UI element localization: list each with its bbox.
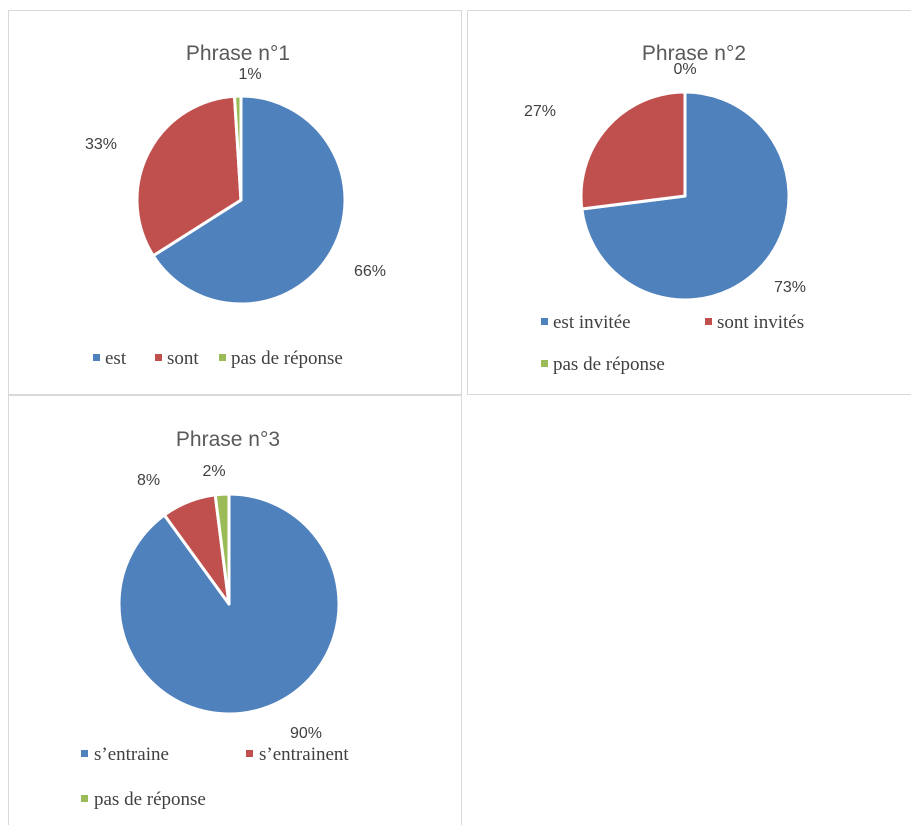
- data-label-sont: 33%: [85, 136, 117, 153]
- legend-label-s-entraine: s’entraine: [94, 744, 169, 765]
- legend-swatch-sont: [155, 354, 162, 361]
- legend-label-sont: sont: [167, 348, 199, 369]
- pie-slice-sont-invites: [579, 90, 687, 211]
- pie-slice-pas-de-reponse: [213, 492, 231, 606]
- legend-swatch-pas-de-reponse: [81, 795, 88, 802]
- legend-label-s-entrainent: s’entrainent: [259, 744, 349, 765]
- chart-panel-1: Phrase n°1 66% 33% 1% est sont pas de ré…: [8, 10, 462, 395]
- pie-slices: [579, 90, 791, 302]
- pie-chart-2: Phrase n°2 73% 27% 0% est invitée sont i…: [524, 42, 806, 375]
- pie-slice-est: [151, 94, 347, 306]
- legend-label-sont-invites: sont invités: [717, 312, 804, 333]
- legend-swatch-pas-de-reponse: [219, 354, 226, 361]
- data-label-pas-de-reponse: 2%: [202, 463, 225, 480]
- data-label-est: 66%: [354, 263, 386, 280]
- chart-panel-2: Phrase n°2 73% 27% 0% est invitée sont i…: [467, 10, 911, 395]
- pie-slice-pas-de-reponse: [232, 94, 243, 202]
- data-label-pas-de-reponse: 0%: [673, 61, 696, 78]
- legend-label-pas-de-reponse: pas de réponse: [231, 348, 343, 369]
- pie-slice-sont: [135, 94, 243, 258]
- legend-label-pas-de-reponse: pas de réponse: [94, 789, 206, 810]
- pie-slices: [117, 492, 341, 716]
- legend-swatch-s-entraine: [81, 750, 88, 757]
- legend-swatch-s-entrainent: [246, 750, 253, 757]
- chart-panel-3: Phrase n°3 90% 8% 2% s’entraine s’entrai…: [8, 395, 462, 825]
- pie-chart-3: Phrase n°3 90% 8% 2% s’entraine s’entrai…: [81, 428, 349, 810]
- chart-title: Phrase n°3: [176, 428, 280, 451]
- legend-label-est: est: [105, 348, 127, 369]
- data-label-est-invitee: 73%: [774, 279, 806, 296]
- legend-label-est-invitee: est invitée: [553, 312, 631, 333]
- pie-chart-1: Phrase n°1 66% 33% 1% est sont pas de ré…: [85, 42, 386, 369]
- legend-swatch-est: [93, 354, 100, 361]
- data-label-s-entraine: 90%: [290, 725, 322, 742]
- data-label-pas-de-reponse: 1%: [238, 66, 261, 83]
- data-label-s-entrainent: 8%: [137, 472, 160, 489]
- legend-label-pas-de-reponse: pas de réponse: [553, 354, 665, 375]
- legend-swatch-sont-invites: [705, 318, 712, 325]
- chart-title: Phrase n°1: [186, 42, 290, 65]
- chart-title: Phrase n°2: [642, 42, 746, 65]
- pie-slices: [135, 94, 347, 306]
- legend-swatch-pas-de-reponse: [541, 360, 548, 367]
- data-label-sont-invites: 27%: [524, 103, 556, 120]
- legend-swatch-est-invitee: [541, 318, 548, 325]
